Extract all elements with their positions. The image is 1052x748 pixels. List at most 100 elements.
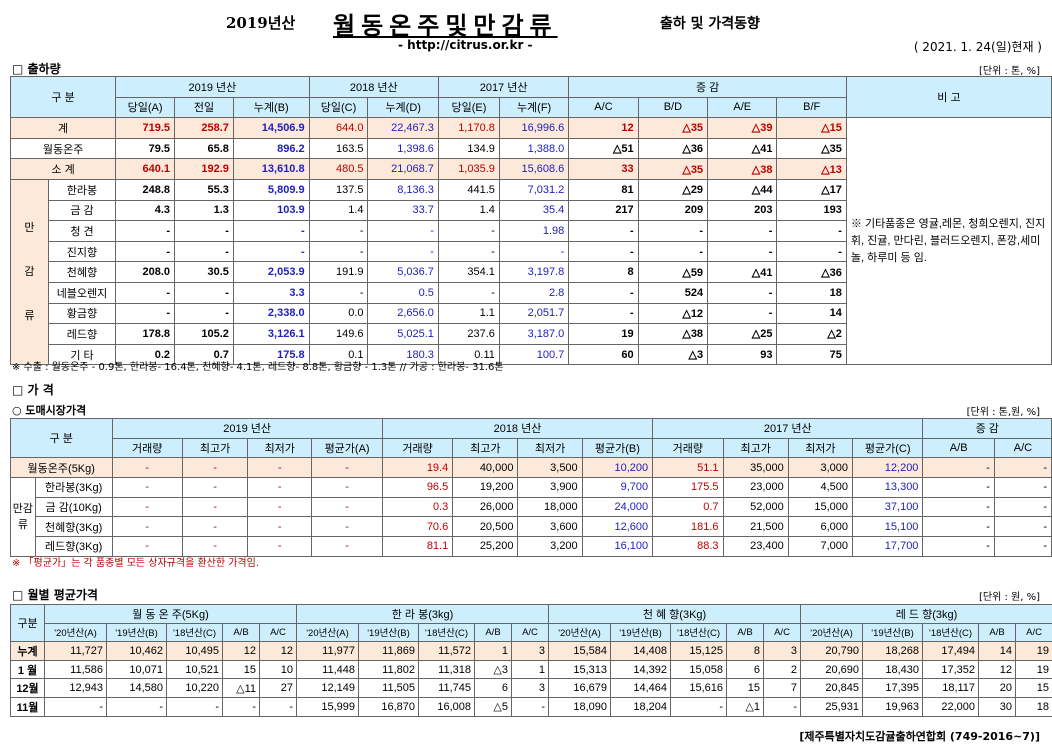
table-cell: 7,000 <box>787 536 853 557</box>
table-cell: 18,090 <box>548 696 611 717</box>
table-cell: - <box>670 696 727 717</box>
table-cell: 10,200 <box>581 457 654 479</box>
table-cell: △25 <box>707 323 778 345</box>
table-cell: 60 <box>568 343 639 366</box>
table-cell: 월동온주(5Kg) <box>10 457 113 479</box>
table-cell: 35.4 <box>498 199 570 222</box>
table-cell: - <box>247 516 313 538</box>
table-cell: 1.1 <box>437 302 500 325</box>
table-cell: - <box>181 457 249 479</box>
table-cell: A/C <box>568 96 639 119</box>
table-cell: A/E <box>707 96 778 119</box>
table-cell: 10,495 <box>166 641 223 661</box>
table-cell: 3,200 <box>517 536 583 557</box>
table-cell: 12,600 <box>581 516 654 538</box>
table-cell: 전일 <box>174 96 234 119</box>
table-cell: 52,000 <box>722 496 789 518</box>
table-cell: A/B <box>922 437 995 459</box>
table-cell: 당일(C) <box>308 96 369 119</box>
table-cell: 65.8 <box>174 137 234 160</box>
table-cell: 19,963 <box>862 696 924 717</box>
table-cell: 19 <box>568 323 639 345</box>
table-cell: 93 <box>707 343 778 366</box>
table-cell: 644.0 <box>308 117 369 139</box>
table-cell: 천혜향 <box>47 261 117 283</box>
table-cell: 10,521 <box>166 659 223 680</box>
table-cell: - <box>311 477 383 498</box>
table-cell: △17 <box>776 178 847 201</box>
table-cell: 1.4 <box>308 199 369 222</box>
table-cell: 11,802 <box>358 659 419 680</box>
table-cell: 3 <box>762 641 802 661</box>
table-cell: 7 <box>762 678 802 698</box>
table-row: 네블오렌지 - -3.3-0.5-2.8-524-18 <box>11 281 1052 304</box>
table-cell: 8,136.3 <box>367 178 439 201</box>
table-cell: 16,100 <box>581 536 654 557</box>
table-cell: 175.5 <box>652 477 724 498</box>
table-cell: '20년산(A) <box>800 622 864 643</box>
table-cell: 당일(A) <box>115 96 176 119</box>
table-cell: 14,464 <box>610 678 671 698</box>
header-row: '20년산(A) '19년산(B) '18년산(C) A/B A/C '20년산(A) '1… <box>11 622 1052 643</box>
table-cell: 레드향 <box>47 323 117 345</box>
table-cell: - <box>437 240 500 263</box>
table-cell: 20,790 <box>800 641 864 661</box>
table-cell: 2 <box>762 659 802 680</box>
table-cell: 천혜향(3Kg) <box>34 516 113 538</box>
table-cell: - <box>106 696 167 717</box>
table-cell: 3 <box>511 641 549 661</box>
table-cell: 거래량 <box>111 437 183 459</box>
table-row: 1 월 11,586 10,071 10,521 15 10 11,448 11,802 11,… <box>10 659 1052 680</box>
table-cell: '18년산(C) <box>418 622 475 643</box>
table-cell: 2018 년산 <box>381 418 654 439</box>
table-cell: 19.4 <box>381 457 454 479</box>
table-row: 소 계 640.1 192.9 13,610.8 480.5 21,068.7 1,035.… <box>9 158 1052 180</box>
table-cell: - <box>511 696 549 717</box>
table-cell: 최저가 <box>247 437 313 459</box>
table-cell: 9,700 <box>581 477 654 498</box>
table-cell: 11,586 <box>44 659 107 680</box>
site-url[interactable]: - http://citrus.or.kr - <box>398 38 533 52</box>
table-cell: 26,000 <box>452 496 519 518</box>
table-cell: - <box>232 220 310 242</box>
table-cell: 17,395 <box>862 678 924 698</box>
table-cell: △13 <box>776 158 847 180</box>
table-cell: 최고가 <box>452 437 519 459</box>
table-cell: - <box>311 516 383 538</box>
table-cell: 증 감 <box>568 76 847 98</box>
table-cell: 8 <box>726 641 764 661</box>
table-cell: 6,000 <box>787 516 853 538</box>
table-cell: 14 <box>776 302 847 325</box>
table-cell: 3,126.1 <box>232 323 310 345</box>
table-cell: A/B <box>726 622 764 643</box>
table-cell: - <box>922 496 995 518</box>
table-cell: - <box>437 281 500 304</box>
table-cell: 180.3 <box>367 343 439 366</box>
table-cell: △1 <box>726 696 764 717</box>
table-cell: 79.5 <box>115 137 176 160</box>
table-cell: 1 <box>511 659 549 680</box>
table-cell: 441.5 <box>437 178 500 201</box>
table-cell: △51 <box>568 137 639 160</box>
table-cell: 14,506.9 <box>232 117 310 139</box>
table-row: 누계 11,727 10,462 10,495 12 12 11,977 11,869 11,5… <box>10 641 1052 661</box>
table-cell: - <box>115 240 176 263</box>
table-cell: - <box>637 240 709 263</box>
table-cell: 월동온주 <box>9 137 117 160</box>
table-cell: 10 <box>259 659 297 680</box>
table-cell: 누계(B) <box>232 96 310 119</box>
table-cell: 51.1 <box>652 457 724 479</box>
table-cell: 3,500 <box>517 457 583 479</box>
table-cell: 191.9 <box>308 261 369 283</box>
table-cell: - <box>367 240 439 263</box>
table-cell: - <box>498 240 570 263</box>
table-cell: - <box>181 536 249 557</box>
table-cell: 203 <box>707 199 778 222</box>
table-cell: - <box>308 281 369 304</box>
table-cell: 구 분 <box>10 417 113 459</box>
table-cell: - <box>111 457 183 479</box>
table-cell: 88.3 <box>652 536 724 557</box>
table-cell: 19,200 <box>452 477 519 498</box>
table-cell: 2019 년산 <box>111 418 383 439</box>
